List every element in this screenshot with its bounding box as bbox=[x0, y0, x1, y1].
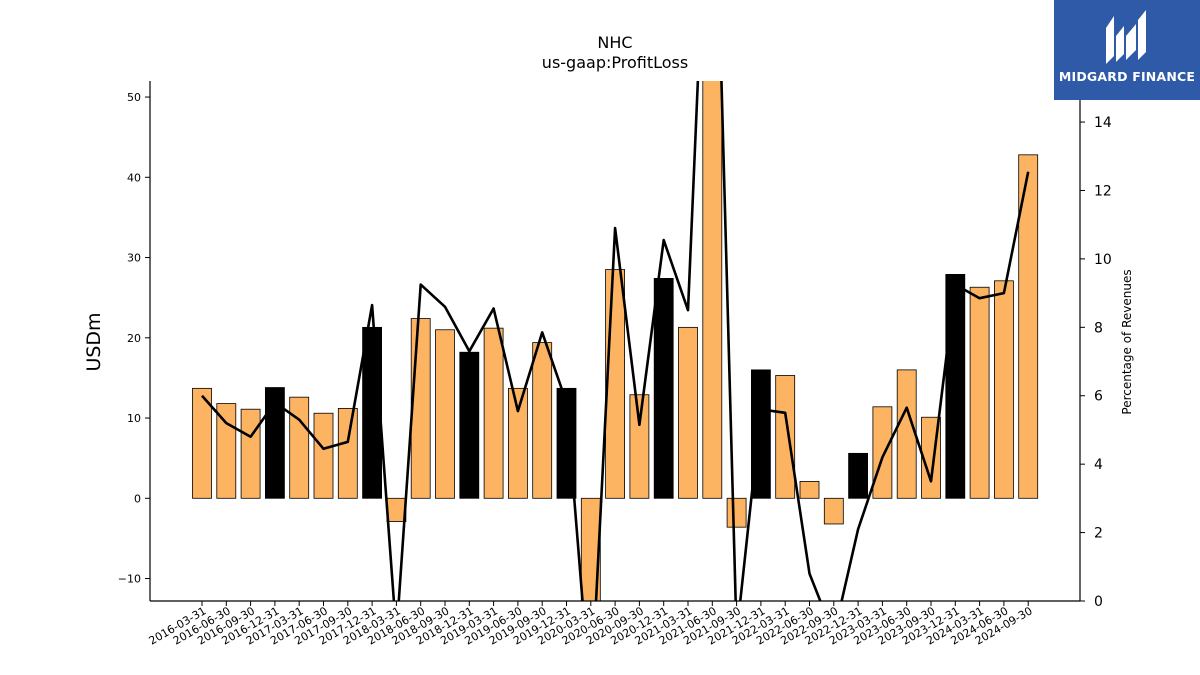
bar bbox=[653, 278, 674, 499]
bar bbox=[240, 408, 261, 499]
y-tick-label: 20 bbox=[127, 332, 141, 345]
y-tick-label: −10 bbox=[118, 573, 141, 586]
percentage-line bbox=[201, 81, 1030, 601]
bar bbox=[192, 387, 212, 499]
midgard-logo-icon bbox=[1054, 6, 1200, 70]
bar bbox=[629, 394, 650, 499]
bar bbox=[678, 326, 698, 499]
y-tick-label: 50 bbox=[127, 91, 141, 104]
bar bbox=[580, 497, 601, 601]
bar bbox=[848, 452, 868, 499]
y2-tick-label: 2 bbox=[1094, 526, 1103, 542]
line-series bbox=[201, 81, 1030, 601]
y2-axis-label: Percentage of Revenues bbox=[1120, 269, 1134, 414]
bar bbox=[896, 369, 917, 499]
y2-tick-label: 6 bbox=[1094, 389, 1103, 405]
y-tick-label: 0 bbox=[134, 492, 141, 505]
bar bbox=[799, 481, 820, 499]
chart-title: NHC bbox=[597, 33, 632, 52]
bar bbox=[775, 375, 796, 499]
bar bbox=[751, 369, 771, 499]
bar bbox=[726, 497, 747, 528]
y-tick-label: 40 bbox=[127, 171, 141, 184]
y2-tick-label: 8 bbox=[1094, 320, 1103, 336]
y2-tick-label: 12 bbox=[1094, 183, 1112, 199]
bar bbox=[313, 412, 334, 499]
bar bbox=[702, 81, 723, 499]
bar bbox=[410, 318, 431, 499]
y-axis-label: USDm bbox=[83, 312, 105, 371]
y-tick-label: 10 bbox=[127, 412, 141, 425]
bar bbox=[435, 329, 455, 499]
axes: −1001020304050024681012142016-03-312016-… bbox=[118, 81, 1112, 648]
logo-text: MIDGARD FINANCE bbox=[1058, 69, 1196, 84]
bar bbox=[264, 387, 285, 499]
bar bbox=[532, 342, 553, 499]
bar bbox=[1018, 154, 1039, 499]
y2-tick-label: 14 bbox=[1094, 115, 1112, 131]
bar bbox=[507, 387, 528, 499]
bar bbox=[289, 396, 310, 499]
bar bbox=[872, 406, 893, 499]
bar bbox=[969, 286, 990, 499]
bar bbox=[386, 497, 407, 522]
bar bbox=[823, 497, 844, 525]
bar bbox=[994, 280, 1014, 499]
bar bbox=[459, 351, 480, 499]
bar bbox=[483, 327, 504, 499]
y2-tick-label: 0 bbox=[1094, 594, 1103, 610]
y-tick-label: 30 bbox=[127, 252, 141, 265]
bar bbox=[605, 269, 625, 499]
bar-series bbox=[192, 81, 1039, 601]
midgard-finance-logo: MIDGARD FINANCE bbox=[1054, 0, 1200, 100]
y2-tick-label: 10 bbox=[1094, 252, 1112, 268]
bar bbox=[337, 408, 358, 499]
bar bbox=[216, 403, 237, 499]
y2-tick-label: 4 bbox=[1094, 457, 1103, 473]
chart-subtitle: us-gaap:ProfitLoss bbox=[542, 53, 688, 72]
bar bbox=[945, 273, 966, 499]
